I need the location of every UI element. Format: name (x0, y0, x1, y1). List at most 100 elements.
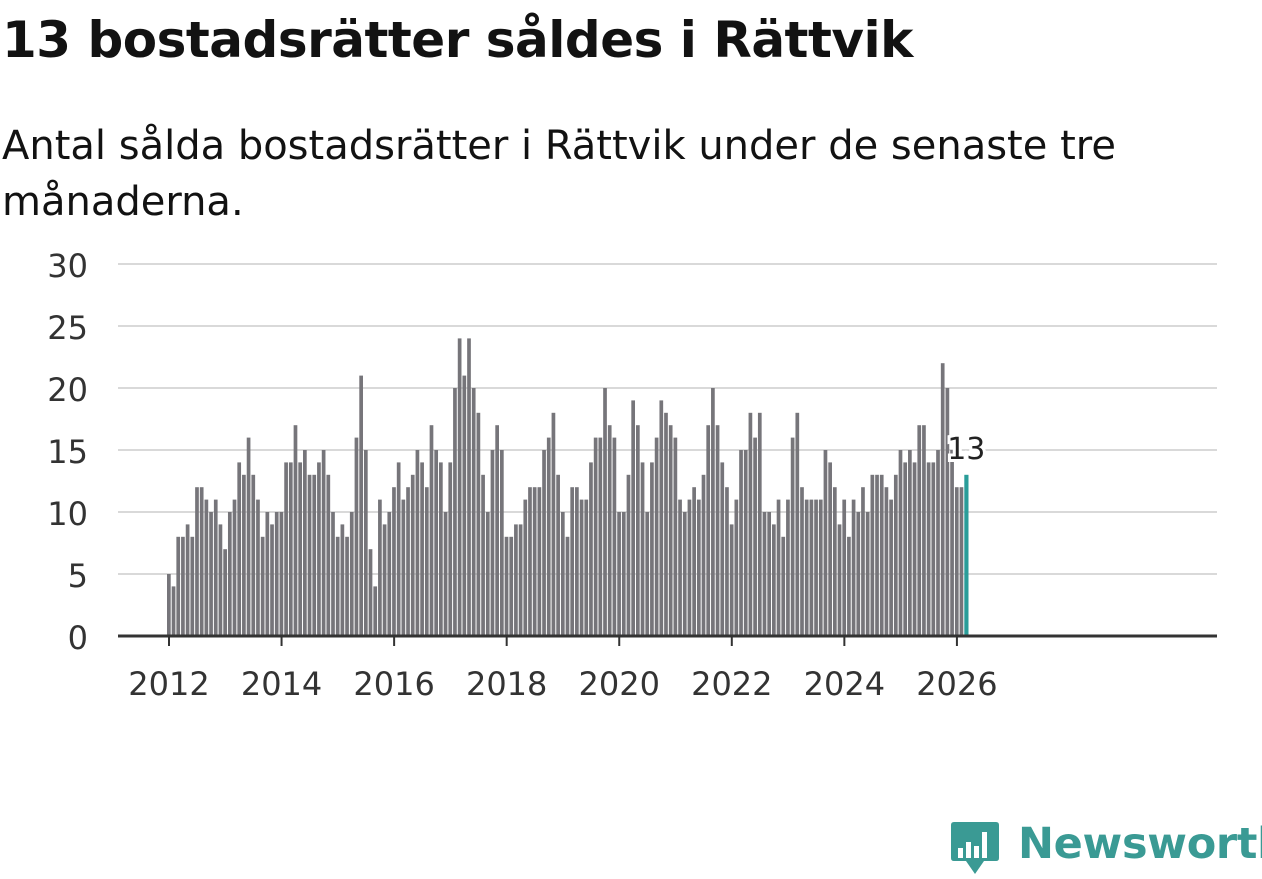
bar (621, 512, 626, 636)
bar (499, 450, 504, 636)
bar (837, 524, 842, 636)
bar (589, 462, 593, 636)
bar (256, 499, 260, 636)
bar (936, 450, 940, 636)
bar (720, 462, 725, 636)
bar (832, 487, 837, 636)
bar (518, 524, 523, 636)
bar (509, 536, 514, 636)
x-axis-ticks: 2012 2014 2016 2018 2020 2022 2024 2026 (128, 636, 998, 703)
bar (659, 400, 664, 636)
y-tick-label: 20 (47, 371, 88, 409)
bar (410, 474, 415, 636)
bar (598, 437, 603, 636)
x-tick-label: 2022 (691, 665, 772, 703)
bar (781, 536, 786, 636)
chart-subtitle: Antal sålda bostadsrätter i Rättvik unde… (2, 123, 1116, 225)
bar (387, 512, 392, 636)
bar (167, 574, 171, 636)
bar (790, 437, 795, 636)
bar (640, 462, 645, 636)
bar (514, 524, 518, 636)
bar (889, 499, 893, 636)
bar (828, 462, 832, 636)
bar (542, 450, 546, 636)
x-tick-label: 2016 (353, 665, 434, 703)
bar (537, 487, 542, 636)
bar (242, 474, 246, 636)
bar (823, 450, 828, 636)
bar (363, 450, 368, 636)
bar (593, 437, 598, 636)
bar (312, 474, 317, 636)
bar (227, 512, 232, 636)
highlight-value-label: 13 (947, 432, 985, 467)
bar (223, 549, 227, 636)
bar (265, 512, 270, 636)
bar (654, 437, 659, 636)
chart-title: 13 bostadsrätter såldes i Rättvik (2, 11, 913, 69)
x-tick-label: 2026 (916, 665, 997, 703)
x-tick-label: 2012 (128, 665, 209, 703)
bar (584, 499, 589, 636)
bar (650, 462, 654, 636)
bar (856, 512, 861, 636)
bar (762, 512, 767, 636)
bar (439, 462, 443, 636)
bar (861, 487, 865, 636)
bar (476, 412, 481, 636)
bar (504, 536, 509, 636)
bar (373, 586, 378, 636)
bar (335, 536, 340, 636)
bar (190, 536, 195, 636)
bar (786, 499, 790, 636)
bar (195, 487, 199, 636)
bar (359, 375, 363, 636)
bar (176, 536, 181, 636)
bar (490, 450, 495, 636)
bar (453, 388, 457, 636)
x-tick-label: 2018 (466, 665, 547, 703)
bar (870, 474, 875, 636)
bar (471, 388, 476, 636)
bar (884, 487, 889, 636)
bar (288, 462, 293, 636)
bar-chart: 0 5 10 15 20 25 30 2012 2014 2016 2018 2020 2022 202… (47, 247, 1217, 703)
x-tick-label: 2024 (804, 665, 885, 703)
y-tick-label: 15 (47, 433, 88, 471)
bar (875, 474, 879, 636)
bar (485, 512, 490, 636)
y-tick-label: 0 (68, 619, 88, 657)
bar (298, 462, 303, 636)
bar (321, 450, 326, 636)
bar (612, 437, 617, 636)
bar (448, 462, 453, 636)
bar (739, 450, 743, 636)
bar (424, 487, 429, 636)
bar (349, 512, 354, 636)
bar (626, 474, 631, 636)
bar (528, 487, 532, 636)
bar (274, 512, 279, 636)
bar (204, 499, 209, 636)
bar (673, 437, 678, 636)
bar (368, 549, 373, 636)
bar (814, 499, 818, 636)
bar (354, 437, 359, 636)
bar (415, 450, 420, 636)
bar (636, 425, 640, 636)
bar (908, 450, 912, 636)
bar (260, 536, 265, 636)
bar (326, 474, 331, 636)
bar (181, 536, 185, 636)
bar (420, 462, 424, 636)
bar (851, 499, 856, 636)
bar (898, 450, 903, 636)
bar (715, 425, 720, 636)
bar (922, 425, 926, 636)
x-tick-label: 2014 (241, 665, 322, 703)
bar (645, 512, 650, 636)
bar (950, 450, 954, 636)
bar (701, 474, 706, 636)
bar (429, 425, 434, 636)
